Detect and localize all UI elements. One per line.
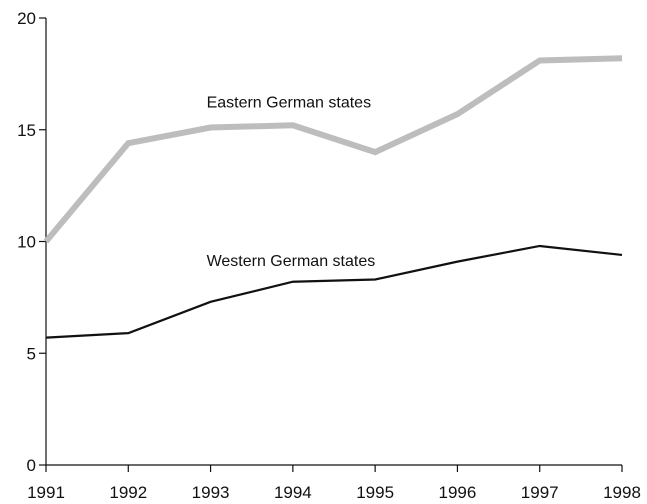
- x-tick-label: 1997: [521, 483, 559, 502]
- series-line-eastern: [43, 55, 623, 244]
- y-tick-label: 0: [27, 456, 36, 475]
- series-label: Eastern German states: [207, 94, 372, 111]
- series-line-western: [45, 244, 623, 339]
- x-tick-label: 1996: [439, 483, 477, 502]
- series-lines: [43, 55, 623, 339]
- x-tick-label: 1991: [27, 483, 65, 502]
- x-tick-label: 1994: [274, 483, 312, 502]
- y-tick-label: 15: [17, 121, 36, 140]
- x-tick-label: 1992: [109, 483, 147, 502]
- y-tick-label: 20: [17, 9, 36, 28]
- y-tick-label: 10: [17, 233, 36, 252]
- x-axis-ticks: 1991 1992 1993 1994 1995 1996 1997 1998: [27, 465, 641, 502]
- x-tick-label: 1998: [603, 483, 641, 502]
- x-tick-label: 1993: [192, 483, 230, 502]
- series-labels: Eastern German states Western German stat…: [207, 94, 376, 270]
- y-axis-ticks: 0 5 10 15 20: [17, 9, 46, 475]
- series-label: Western German states: [207, 253, 376, 270]
- y-tick-label: 5: [27, 344, 36, 363]
- x-tick-label: 1995: [356, 483, 394, 502]
